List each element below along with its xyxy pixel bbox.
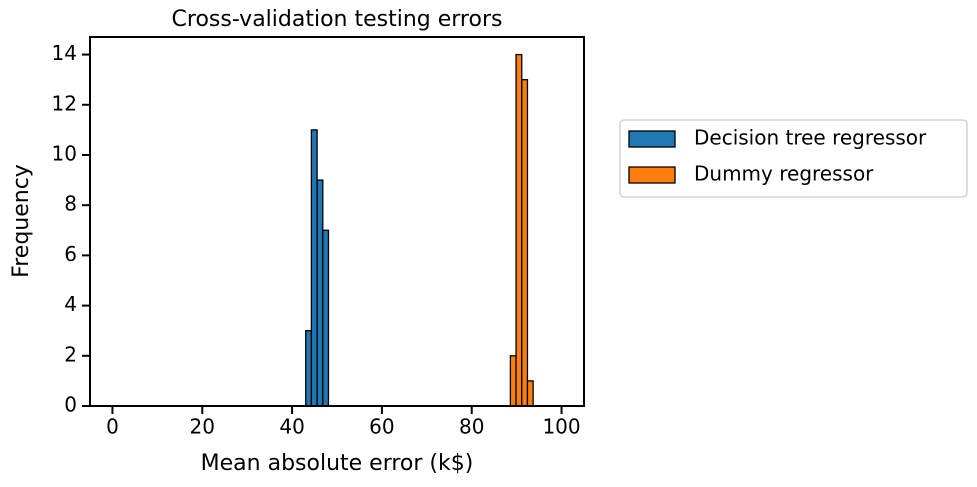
- legend-box: [619, 119, 968, 198]
- legend-swatch: [628, 166, 676, 184]
- x-tick-label: 80: [459, 415, 484, 439]
- y-tick-label: 4: [64, 292, 77, 316]
- x-tick-label: 0: [106, 415, 119, 439]
- x-tick-label: 60: [369, 415, 394, 439]
- y-tick-label: 0: [64, 393, 77, 417]
- y-tick-label: 14: [52, 41, 77, 65]
- legend-label: Dummy regressor: [694, 162, 874, 186]
- bar: [322, 229, 330, 407]
- y-tick-label: 12: [52, 91, 77, 115]
- bar: [316, 179, 324, 407]
- y-tick-label: 8: [64, 192, 77, 216]
- x-tick-label: 20: [190, 415, 215, 439]
- bar: [521, 79, 529, 407]
- legend-label: Decision tree regressor: [694, 126, 927, 150]
- bar: [305, 330, 313, 407]
- y-axis-label: Frequency: [9, 164, 34, 278]
- plot-frame: [89, 36, 585, 407]
- x-axis-label: Mean absolute error (k$): [201, 451, 474, 476]
- bar: [526, 380, 534, 407]
- y-tick-label: 2: [64, 342, 77, 366]
- legend-swatch: [628, 130, 676, 148]
- chart-title: Cross-validation testing errors: [172, 7, 503, 32]
- bar: [509, 355, 517, 407]
- bar: [310, 129, 318, 407]
- bar: [515, 53, 523, 407]
- y-tick-label: 6: [64, 242, 77, 266]
- x-tick-label: 40: [279, 415, 304, 439]
- x-tick-label: 100: [542, 415, 580, 439]
- y-tick-label: 10: [52, 141, 77, 165]
